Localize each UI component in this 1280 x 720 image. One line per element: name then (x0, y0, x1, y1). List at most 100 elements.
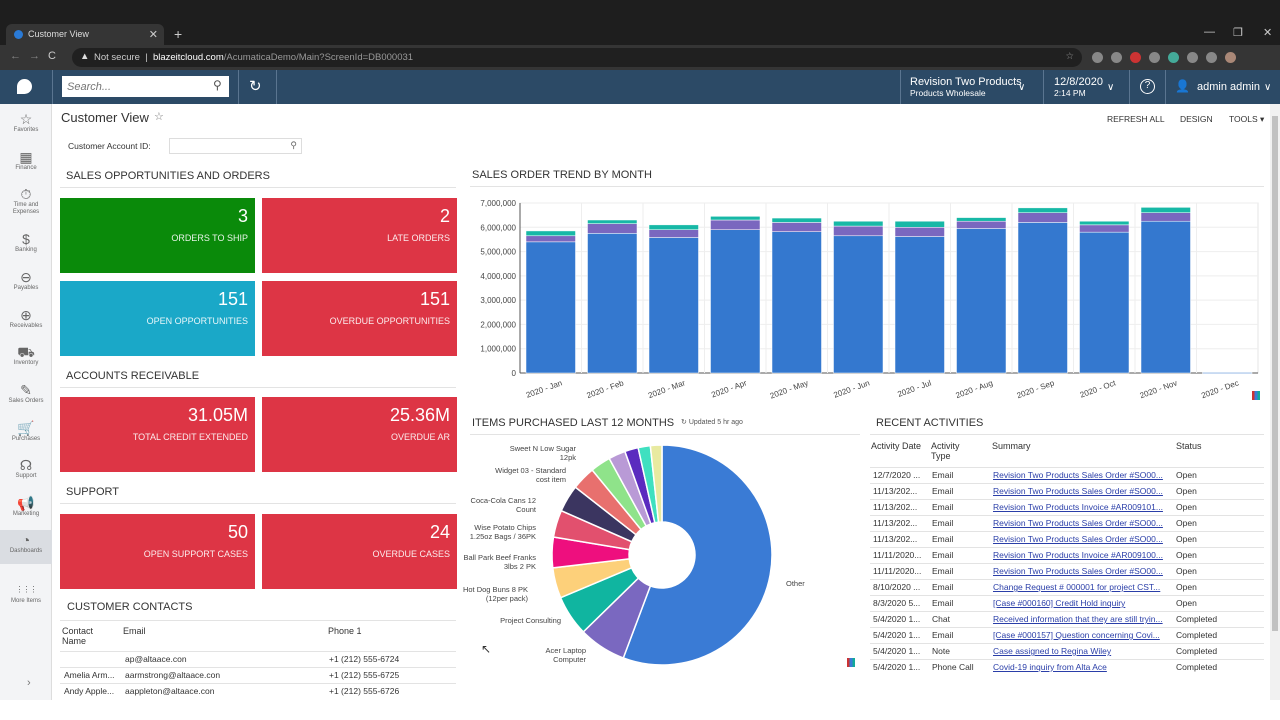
nav-buttons[interactable]: ←→C (10, 50, 64, 62)
bar-segment[interactable] (1140, 207, 1191, 213)
activity-summary-link[interactable]: Revision Two Products Sales Order #SO00.… (993, 486, 1163, 496)
activity-row[interactable]: 5/4/2020 1... Email [Case #000157] Questio… (870, 630, 1264, 645)
chart-type-icon[interactable] (1252, 391, 1260, 400)
bar-segment[interactable] (833, 220, 884, 227)
overdue-cases-tile[interactable]: 24 OVERDUE CASES (262, 514, 457, 589)
contact-row[interactable]: Amelia Arm... aarmstrong@altaace.con +1 (2… (60, 670, 456, 685)
minimize-icon[interactable]: — (1204, 26, 1215, 38)
bar-segment[interactable] (710, 219, 761, 230)
bar-segment[interactable] (525, 241, 576, 374)
column-header[interactable]: Status (1176, 441, 1202, 451)
column-header[interactable]: Activity Type (931, 441, 960, 461)
activity-row[interactable]: 5/4/2020 1... Phone Call Covid-19 inquiry … (870, 662, 1264, 677)
user-menu[interactable]: admin admin (1197, 81, 1260, 93)
activity-summary-link[interactable]: Revision Two Products Sales Order #SO00.… (993, 518, 1163, 528)
sidebar-item-time-and-expenses[interactable]: ⏱ Time and Expenses (0, 184, 52, 222)
sidebar-item-receivables[interactable]: ⊕ Receivables (0, 305, 52, 339)
bar-segment[interactable] (1079, 220, 1130, 226)
activity-summary-link[interactable]: Revision Two Products Sales Order #SO00.… (993, 566, 1163, 576)
bar-segment[interactable] (648, 229, 699, 238)
updated-indicator[interactable]: ↻ Updated 5 hr ago (681, 418, 743, 426)
contact-row[interactable]: Andy Apple... aappleton@altaace.con +1 (21… (60, 686, 456, 701)
activity-summary-link[interactable]: Revision Two Products Sales Order #SO00.… (993, 534, 1163, 544)
sidebar-item-favorites[interactable]: ☆ Favorites (0, 109, 52, 143)
url-bar[interactable]: ▲ Not secure | blazeitcloud.com/Acumatica… (72, 48, 1082, 67)
open-cases-tile[interactable]: 50 OPEN SUPPORT CASES (60, 514, 255, 589)
bar-segment[interactable] (710, 216, 761, 221)
chart-type-icon[interactable] (847, 658, 855, 667)
scrollbar[interactable] (1270, 104, 1280, 700)
bar-segment[interactable] (1202, 372, 1253, 374)
activity-summary-link[interactable]: Revision Two Products Invoice #AR009100.… (993, 550, 1163, 560)
activity-row[interactable]: 5/4/2020 1... Chat Received information th… (870, 614, 1264, 629)
bar-segment[interactable] (710, 229, 761, 374)
history-icon[interactable]: ↻ (249, 78, 262, 95)
activity-row[interactable]: 11/13/202... Email Revision Two Products I… (870, 502, 1264, 517)
bar-segment[interactable] (1079, 231, 1130, 374)
activity-row[interactable]: 11/11/2020... Email Revision Two Products … (870, 550, 1264, 565)
browser-tab[interactable]: Customer View ✕ (6, 24, 164, 45)
bar-segment[interactable] (833, 235, 884, 374)
extensions[interactable] (1092, 52, 1236, 63)
bar-segment[interactable] (648, 237, 699, 374)
activity-summary-link[interactable]: [Case #000160] Credit Hold inquiry (993, 598, 1126, 608)
sidebar-item-more-items[interactable]: ⋮⋮⋮ More Items (0, 580, 52, 614)
design-button[interactable]: DESIGN (1180, 114, 1213, 124)
tools-button[interactable]: TOOLS ▾ (1229, 114, 1265, 124)
sidebar-item-purchases[interactable]: 🛒 Purchases (0, 418, 52, 452)
company-selector[interactable]: Revision Two Products Products Wholesale (910, 76, 1022, 98)
close-window-icon[interactable]: ✕ (1263, 27, 1273, 39)
activity-summary-link[interactable]: Covid-19 inquiry from Alta Ace (993, 662, 1107, 672)
activity-summary-link[interactable]: [Case #000157] Question concerning Covi.… (993, 630, 1160, 640)
chevron-down-icon[interactable]: ∨ (1107, 82, 1115, 93)
activity-summary-link[interactable]: Change Request # 000001 for project CST.… (993, 582, 1161, 592)
chevron-down-icon[interactable]: ∨ (1264, 82, 1272, 93)
total-credit-tile[interactable]: 31.05M TOTAL CREDIT EXTENDED (60, 397, 255, 472)
sidebar-item-inventory[interactable]: ⛟ Inventory (0, 342, 52, 376)
orders-to-ship-tile[interactable]: 3 ORDERS TO SHIP (60, 198, 255, 273)
date-selector[interactable]: 12/8/2020 2:14 PM (1054, 76, 1103, 98)
sidebar-item-support[interactable]: ☊ Support (0, 455, 52, 489)
sidebar-item-banking[interactable]: $ Banking (0, 229, 52, 263)
column-header[interactable]: Phone 1 (328, 626, 362, 636)
search-input[interactable] (62, 76, 229, 97)
column-header[interactable]: Contact Name (62, 626, 94, 646)
bookmark-star-icon[interactable]: ☆ (1065, 51, 1074, 62)
search-icon[interactable]: ⚲ (213, 78, 222, 92)
column-header[interactable]: Email (123, 626, 146, 636)
refresh-all-button[interactable]: REFRESH ALL (1107, 114, 1165, 124)
bar-segment[interactable] (956, 220, 1007, 229)
activity-row[interactable]: 11/13/202... Email Revision Two Products S… (870, 518, 1264, 533)
activity-summary-link[interactable]: Case assigned to Regina Wiley (993, 646, 1112, 656)
sidebar-item-finance[interactable]: ▦ Finance (0, 147, 52, 181)
bar-segment[interactable] (1140, 212, 1191, 222)
bar-segment[interactable] (587, 233, 638, 374)
bar-segment[interactable] (771, 231, 822, 374)
bar-segment[interactable] (1017, 212, 1068, 223)
chevron-down-icon[interactable]: ∨ (1018, 82, 1026, 93)
bar-segment[interactable] (771, 222, 822, 232)
customer-account-input[interactable]: ⚲ (169, 138, 302, 154)
contact-row[interactable]: ap@altaace.con +1 (212) 555-6724 (60, 654, 456, 669)
overdue-opportunities-tile[interactable]: 151 OVERDUE OPPORTUNITIES (262, 281, 457, 356)
favorite-star-icon[interactable]: ☆ (154, 111, 164, 123)
open-opportunities-tile[interactable]: 151 OPEN OPPORTUNITIES (60, 281, 255, 356)
bar-segment[interactable] (1017, 207, 1068, 213)
pie-slice[interactable] (649, 444, 663, 524)
activity-row[interactable]: 11/13/202... Email Revision Two Products S… (870, 486, 1264, 501)
bar-segment[interactable] (833, 225, 884, 237)
acumatica-logo[interactable] (17, 79, 32, 94)
activity-summary-link[interactable]: Revision Two Products Sales Order #SO00.… (993, 470, 1163, 480)
new-tab-button[interactable]: + (174, 26, 183, 42)
help-icon[interactable]: ? (1140, 79, 1155, 94)
bar-segment[interactable] (525, 235, 576, 243)
activity-row[interactable]: 5/4/2020 1... Note Case assigned to Regina… (870, 646, 1264, 661)
bar-segment[interactable] (894, 236, 945, 374)
overdue-ar-tile[interactable]: 25.36M OVERDUE AR (262, 397, 457, 472)
sidebar-item-marketing[interactable]: 📢 Marketing (0, 493, 52, 527)
bar-segment[interactable] (587, 219, 638, 224)
activity-summary-link[interactable]: Revision Two Products Invoice #AR009101.… (993, 502, 1163, 512)
activity-row[interactable]: 12/7/2020 ... Email Revision Two Products … (870, 470, 1264, 485)
column-header[interactable]: Activity Date (871, 441, 922, 451)
bar-segment[interactable] (1079, 224, 1130, 233)
